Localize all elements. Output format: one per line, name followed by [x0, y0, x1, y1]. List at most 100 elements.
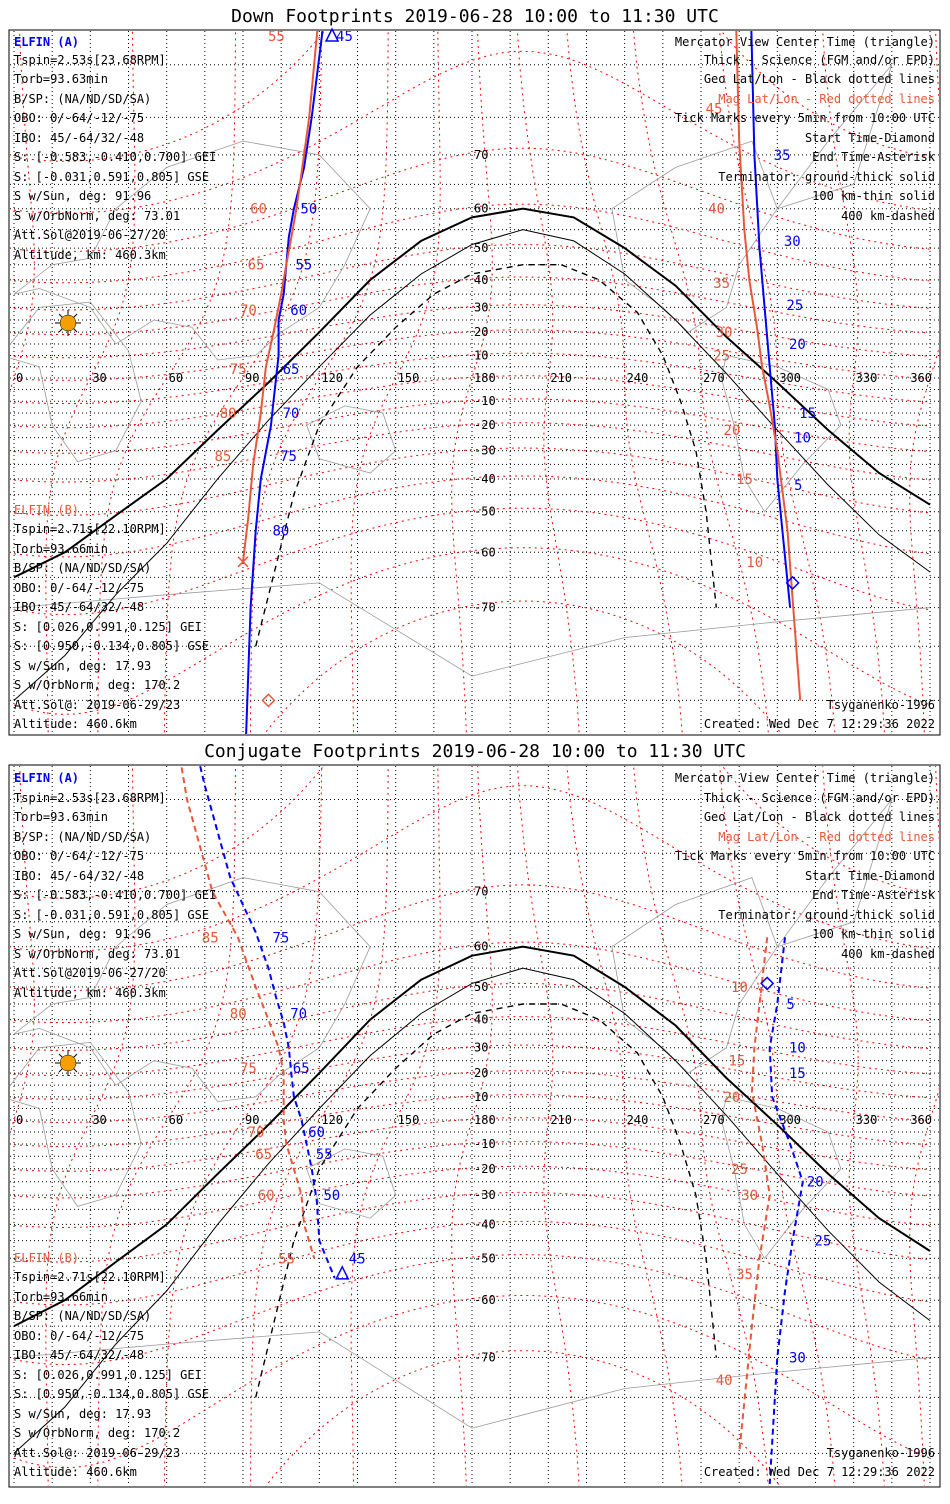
start-diamond-b: [261, 693, 276, 708]
y-tick-label: -50: [474, 1251, 496, 1265]
elfin-a-line: Tspin=2.53s[23.68RPM]: [14, 791, 166, 805]
track-segment: [750, 31, 792, 608]
tick-label: 50: [323, 1188, 340, 1204]
y-tick-label: -10: [474, 1137, 496, 1151]
mag-meridian: [163, 766, 323, 1486]
tick-label: 65: [283, 362, 300, 378]
y-tick-label: -30: [474, 444, 496, 458]
elfin-a-line: S: [-0.031,0.591,0.805] GSE: [14, 170, 209, 184]
elfin-a-line: Altitude, km: 460.3km: [14, 248, 166, 262]
elfin-b-header: ELFIN (B): [14, 1251, 79, 1265]
elfin-a-header: ELFIN (A): [14, 771, 79, 785]
tick-label: 35: [713, 276, 730, 292]
markers: [237, 27, 800, 708]
mag-parallel: [13, 147, 931, 253]
mag-meridian: [250, 31, 389, 734]
elfin-b-line: S w/Sun, deg: 17.93: [14, 659, 151, 673]
elfin-b-line: OBO: 0/-64/-12/-75: [14, 1329, 144, 1343]
elfin-b-line: IBO: 45/-64/32/-48: [14, 1348, 144, 1362]
conjugate-footprints-panel: Conjugate Footprints 2019-06-28 10:00 to…: [8, 741, 941, 1488]
tick-label: 20: [807, 1175, 824, 1191]
markers: [335, 976, 775, 1280]
tick-label: 30: [741, 1188, 758, 1204]
tick-label: 30: [716, 325, 733, 341]
mag-parallel: [13, 785, 931, 952]
x-tick-label: 360: [910, 371, 932, 385]
mag-parallel: [13, 1016, 931, 1076]
mag-meridian: [10, 766, 35, 1136]
axis-labels: 0 30 60 90 120 150 180 210 240 270 300 330 360 70 60 50…: [16, 885, 932, 1365]
elfin-a-line: B/SP: (NA/ND/SD/SA): [14, 92, 151, 106]
tick-label: 20: [789, 337, 806, 353]
tick-label: 40: [708, 202, 725, 218]
legend-line: 100 km-thin solid: [812, 189, 935, 203]
tick-label: 45: [349, 1251, 366, 1267]
legend-line: Start Time-Diamond: [805, 131, 935, 145]
tick-label: 60: [258, 1188, 275, 1204]
tick-label: 25: [786, 298, 803, 314]
track-segment: [735, 31, 802, 701]
elfin-b-line: Tspin=2.71s[22.10RPM]: [14, 1270, 166, 1284]
tick-label: 45: [336, 29, 353, 45]
elfin-a-line: IBO: 45/-64/32/-48: [14, 131, 144, 145]
tick-label: 10: [731, 980, 748, 996]
x-tick-label: 60: [169, 1113, 183, 1127]
model-label: Tsyganenko-1996: [827, 698, 935, 712]
coastline: [611, 877, 778, 1074]
legend: Mercator View Center Time (triangle) Thi…: [675, 35, 936, 223]
legend-line: Thick - Science (FGM and/or EPD): [704, 791, 935, 805]
elfin-b-line: OBO: 0/-64/-12/-75: [14, 581, 144, 595]
elfin-a-line: B/SP: (NA/ND/SD/SA): [14, 830, 151, 844]
elfin-a-line: S w/Sun, deg: 91.96: [14, 189, 151, 203]
x-tick-label: 360: [910, 1113, 932, 1127]
legend-line: Mag Lat/Lon - Red dotted lines: [718, 830, 935, 844]
terminator-400km: [255, 264, 717, 647]
mag-parallel: [13, 304, 931, 359]
elfin-b-line: S: [0.950,-0.134,0.805] GSE: [14, 639, 209, 653]
legend-line: End Time-Asterisk: [812, 150, 936, 164]
x-tick-label: 60: [169, 371, 183, 385]
coastline: [776, 64, 893, 210]
elfin-a-info: ELFIN (A) Tspin=2.53s[23.68RPM] Torb=93.…: [14, 35, 216, 262]
elfin-a-info: ELFIN (A) Tspin=2.53s[23.68RPM] Torb=93.…: [14, 771, 216, 1000]
legend-line: Start Time-Diamond: [805, 869, 935, 883]
legend-line: Geo Lat/Lon - Black dotted lines: [704, 72, 935, 86]
created-label: Created: Wed Dec 7 12:29:36 2022: [704, 1465, 935, 1479]
mag-meridian: [632, 31, 769, 734]
mag-parallel: [13, 1141, 931, 1199]
y-tick-label: 50: [474, 241, 488, 255]
x-tick-label: 150: [398, 371, 420, 385]
mag-meridian: [451, 31, 493, 734]
x-tick-label: 300: [779, 371, 801, 385]
tick-label: 40: [716, 1373, 733, 1389]
mag-meridian: [822, 31, 886, 734]
tick-label: 85: [215, 449, 232, 465]
tick-label: 30: [789, 1350, 806, 1366]
x-tick-label: 120: [321, 371, 343, 385]
x-tick-label: 300: [779, 1113, 801, 1127]
x-tick-label: 180: [474, 371, 496, 385]
elfin-b-info: ELFIN (B) Tspin=2.71s[22.10RPM] Torb=93.…: [14, 503, 209, 731]
y-tick-label: 70: [474, 885, 488, 899]
tick-label: 20: [723, 423, 740, 439]
legend-line: Mercator View Center Time (triangle): [675, 771, 935, 785]
coastline: [306, 405, 397, 474]
y-tick-label: 30: [474, 300, 488, 314]
sun-icon: [55, 1050, 81, 1076]
tick-label: 10: [789, 1041, 806, 1057]
x-tick-label: 0: [16, 1113, 23, 1127]
model-label: Tsyganenko-1996: [827, 1446, 935, 1460]
elfin-b-line: Tspin=2.71s[22.10RPM]: [14, 522, 166, 536]
x-tick-label: 270: [703, 1113, 725, 1127]
legend: Mercator View Center Time (triangle) Thi…: [675, 771, 936, 961]
track-segment: [768, 937, 804, 1485]
x-tick-label: 210: [550, 371, 572, 385]
x-tick-label: 90: [245, 371, 259, 385]
elfin-a-line: Altitude, km: 460.3km: [14, 986, 166, 1000]
legend-line: Tick Marks every 5min from 10:00 UTC: [675, 111, 935, 125]
elfin-a-line: Torb=93.63min: [14, 72, 108, 86]
tick-label: 65: [248, 258, 265, 274]
tick-label: 80: [230, 1007, 247, 1023]
elfin-b-line: S: [0.950,-0.134,0.805] GSE: [14, 1387, 209, 1401]
elfin-b-line: S w/OrbNorm, deg: 170.2: [14, 1426, 180, 1440]
